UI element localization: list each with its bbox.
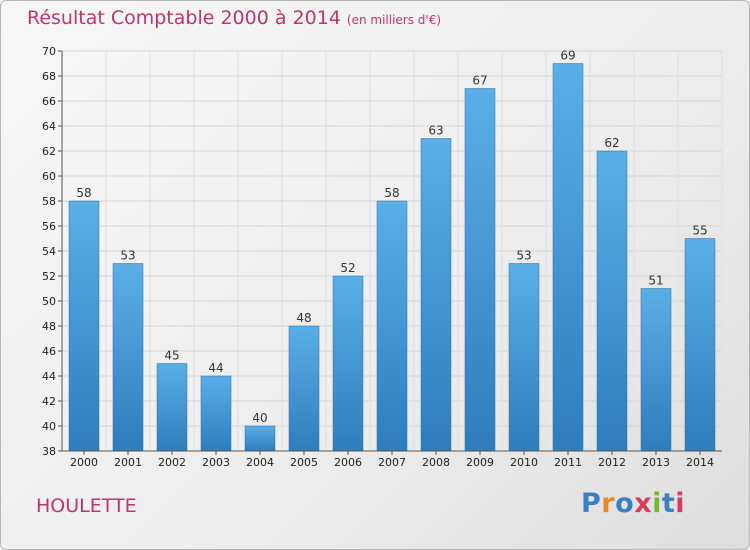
y-tick-label: 42 (42, 395, 56, 408)
bar (464, 88, 496, 452)
x-tick-label: 2007 (378, 456, 406, 469)
bar (376, 200, 408, 452)
x-tick-label: 2012 (598, 456, 626, 469)
x-tick-label: 2005 (290, 456, 318, 469)
bar (684, 238, 716, 452)
bar (552, 63, 584, 452)
y-tick-label: 68 (42, 70, 56, 83)
x-tick-label: 2004 (246, 456, 274, 469)
y-tick-label: 38 (42, 445, 56, 458)
y-tick-label: 62 (42, 145, 56, 158)
bar (244, 425, 276, 452)
value-label: 44 (208, 361, 223, 375)
bars: 58 53 45 44 40 48 52 58 63 67 53 69 62 51 55 (68, 49, 716, 452)
y-tick-label: 54 (42, 245, 56, 258)
x-tick-label: 2006 (334, 456, 362, 469)
bar (288, 325, 320, 452)
value-label: 45 (164, 349, 179, 363)
chart-title: Résultat Comptable 2000 à 2014 (en millie… (27, 7, 441, 29)
y-tick-label: 52 (42, 270, 56, 283)
x-tick-label: 2000 (70, 456, 98, 469)
x-tick-label: 2001 (114, 456, 142, 469)
y-tick-label: 58 (42, 195, 56, 208)
x-tick-label: 2010 (510, 456, 538, 469)
proxiti-logo: Proxiti (581, 488, 685, 519)
logo-letter: t (661, 488, 676, 519)
logo-letter: P (581, 488, 602, 519)
value-label: 53 (120, 249, 135, 263)
logo-letter: i (652, 488, 662, 519)
y-tick-label: 48 (42, 320, 56, 333)
logo-letter: i (675, 488, 686, 519)
value-label: 58 (76, 186, 91, 200)
value-label: 40 (252, 411, 267, 425)
y-tick-label: 56 (42, 220, 56, 233)
bar (420, 138, 452, 452)
value-label: 53 (516, 249, 531, 263)
value-label: 51 (648, 274, 663, 288)
value-label: 63 (428, 124, 443, 138)
value-label: 55 (692, 224, 707, 238)
x-tick-label: 2011 (554, 456, 582, 469)
value-label: 62 (604, 136, 619, 150)
x-tick-label: 2009 (466, 456, 494, 469)
bar (596, 150, 628, 452)
y-tick-label: 40 (42, 420, 56, 433)
value-label: 58 (384, 186, 399, 200)
value-label: 69 (560, 49, 575, 63)
y-tick-label: 70 (42, 45, 56, 58)
title-text: Résultat Comptable 2000 à 2014 (27, 7, 341, 29)
x-tick-label: 2013 (642, 456, 670, 469)
y-tick-label: 44 (42, 370, 56, 383)
value-label: 52 (340, 261, 355, 275)
logo-letter: o (615, 488, 635, 519)
bar (508, 263, 540, 452)
y-tick-label: 66 (42, 95, 56, 108)
bar (332, 275, 364, 452)
title-unit: (en milliers d'€) (346, 13, 442, 27)
bar (156, 363, 188, 452)
value-label: 67 (472, 74, 487, 88)
value-label: 48 (296, 311, 311, 325)
bar (68, 200, 100, 452)
x-tick-label: 2002 (158, 456, 186, 469)
y-tick-label: 50 (42, 295, 56, 308)
bar (200, 375, 232, 452)
y-tick-label: 64 (42, 120, 56, 133)
x-tick-label: 2003 (202, 456, 230, 469)
commune-name: HOULETTE (36, 495, 137, 517)
x-tick-label: 2014 (686, 456, 714, 469)
y-tick-label: 46 (42, 345, 56, 358)
bar (640, 288, 672, 452)
y-tick-label: 60 (42, 170, 56, 183)
axes: 38 40 42 44 46 48 50 52 54 56 58 60 62 64 66 68 70 2000 20… (42, 45, 722, 469)
bar (112, 263, 144, 452)
logo-letter: r (601, 488, 616, 519)
logo-letter: x (634, 488, 653, 519)
x-tick-label: 2008 (422, 456, 450, 469)
